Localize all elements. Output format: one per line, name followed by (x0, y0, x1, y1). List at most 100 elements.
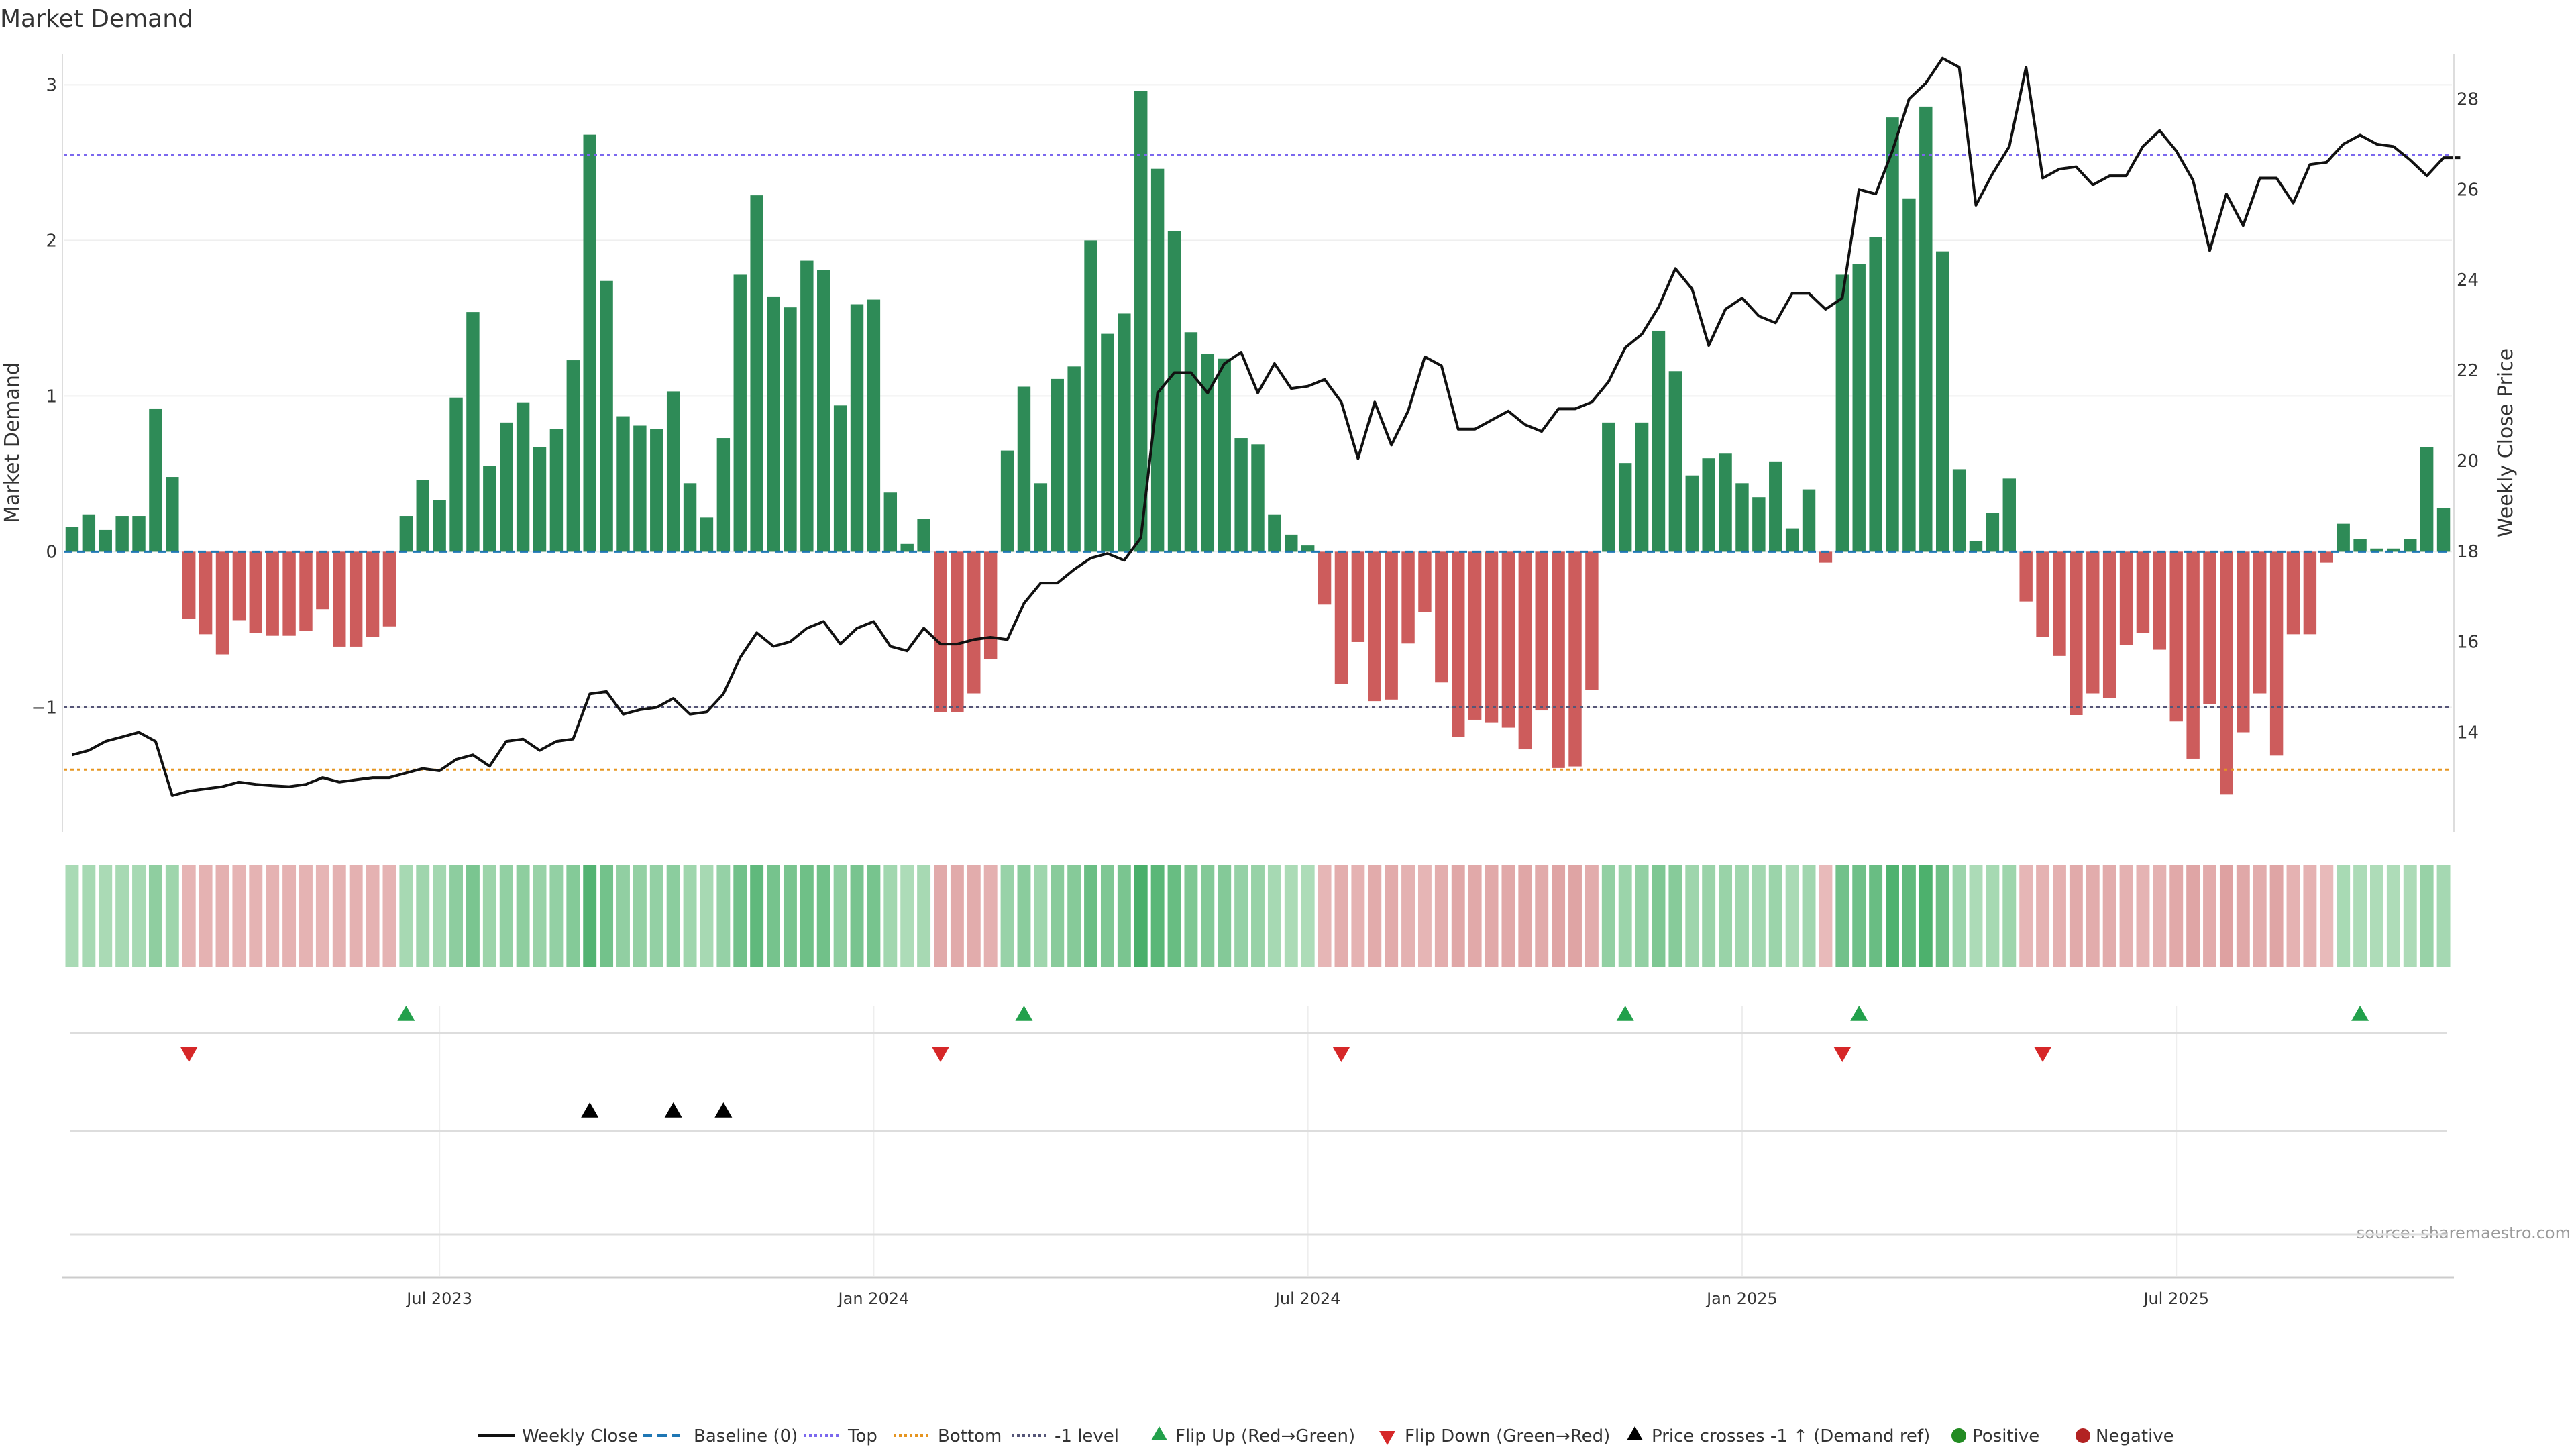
heat-cell (1601, 865, 1615, 967)
heat-cell (2253, 865, 2267, 967)
demand-bar (1334, 551, 1348, 684)
demand-bar (716, 438, 731, 552)
heat-cell (2370, 865, 2383, 967)
demand-bar (1435, 551, 1448, 683)
heat-cell (733, 865, 747, 967)
price-cross-marker (714, 1102, 733, 1118)
legend-label: Weekly Close (522, 1426, 638, 1446)
heat-cell (499, 865, 513, 967)
heat-cell (399, 865, 413, 967)
heat-cell (1184, 865, 1198, 967)
demand-bar (516, 402, 530, 552)
heat-cell (1434, 865, 1448, 967)
demand-bar (349, 551, 363, 647)
demand-bar (1819, 551, 1833, 563)
heat-cell (1267, 865, 1281, 967)
heat-cell (2086, 865, 2100, 967)
demand-bar (2387, 548, 2400, 552)
heat-cell (215, 865, 229, 967)
demand-bar (800, 260, 814, 552)
demand-bar (2286, 551, 2300, 635)
heat-cell (1251, 865, 1265, 967)
demand-bar (867, 299, 881, 552)
legend-label: Price crosses -1 ↑ (Demand ref) (1652, 1426, 1930, 1446)
demand-bar (1268, 514, 1281, 552)
demand-bar (2253, 551, 2267, 694)
demand-bar (1668, 371, 1682, 552)
demand-bar (883, 492, 898, 552)
heat-cell (366, 865, 380, 967)
demand-bar (2404, 539, 2417, 552)
heat-cell (1150, 865, 1165, 967)
demand-bar (2220, 551, 2233, 795)
heat-cell (2136, 865, 2150, 967)
heat-cell (1468, 865, 1482, 967)
y2-tick-label: 20 (2457, 451, 2479, 472)
demand-bar (600, 280, 613, 552)
heat-cell (65, 865, 79, 967)
heat-cell (1552, 865, 1566, 967)
demand-bar (2136, 551, 2150, 633)
heat-cell (1802, 865, 1816, 967)
heat-cell (2320, 865, 2334, 967)
heat-cell (1735, 865, 1749, 967)
heat-cell (1234, 865, 1248, 967)
demand-bar (2036, 551, 2049, 637)
heat-cell (750, 865, 764, 967)
y2-tick-label: 18 (2457, 542, 2479, 562)
heat-cell (1952, 865, 1966, 967)
y2-tick-label: 26 (2457, 180, 2479, 200)
heat-cell (1201, 865, 1215, 967)
demand-bar (1485, 551, 1499, 723)
heat-cell (516, 865, 530, 967)
demand-bar (1752, 497, 1766, 552)
heat-cell (900, 865, 914, 967)
y-tick-label: 1 (46, 386, 57, 407)
demand-bar (733, 274, 747, 552)
flip-up-marker (397, 1006, 415, 1021)
heat-cell (466, 865, 480, 967)
weekly-close-series (71, 56, 2461, 797)
demand-bar (2053, 551, 2066, 656)
heat-cell (148, 865, 162, 967)
demand-bars (65, 91, 2451, 795)
flip-up-marker (1616, 1006, 1634, 1021)
heat-cell (449, 865, 463, 967)
demand-bar (1067, 366, 1081, 552)
heat-cell (199, 865, 213, 967)
heat-cell (1351, 865, 1365, 967)
heat-cell (767, 865, 780, 967)
demand-bar (2002, 478, 2016, 552)
heat-cell (165, 865, 179, 967)
demand-bar (2019, 551, 2033, 602)
heat-cell (833, 865, 847, 967)
heat-cell (1368, 865, 1382, 967)
demand-bar (1919, 106, 1933, 552)
demand-bar (1735, 483, 1749, 552)
heat-cell (182, 865, 196, 967)
heat-cell (1768, 865, 1782, 967)
heat-cell (1919, 865, 1933, 967)
heat-cell (2119, 865, 2133, 967)
y2-axis-label: Weekly Close Price (2494, 348, 2518, 537)
demand-bar (951, 551, 964, 712)
heat-cell (1134, 865, 1148, 967)
price-cross-marker (581, 1102, 599, 1118)
heat-cell (883, 865, 898, 967)
legend-label: Baseline (0) (694, 1426, 798, 1446)
demand-bar (1902, 198, 1916, 552)
demand-bar (1969, 541, 1983, 552)
demand-bar (1401, 551, 1415, 644)
heat-cell (1618, 865, 1632, 967)
demand-bar (232, 551, 246, 621)
demand-bar (1000, 450, 1014, 552)
heat-cell (1485, 865, 1499, 967)
heat-cell (482, 865, 496, 967)
demand-bar (1535, 551, 1548, 711)
heat-cell (533, 865, 547, 967)
heat-cell (1535, 865, 1549, 967)
demand-bar (2353, 539, 2367, 552)
demand-bar (2237, 551, 2250, 733)
demand-bar (1835, 274, 1849, 552)
demand-bar (132, 516, 146, 552)
